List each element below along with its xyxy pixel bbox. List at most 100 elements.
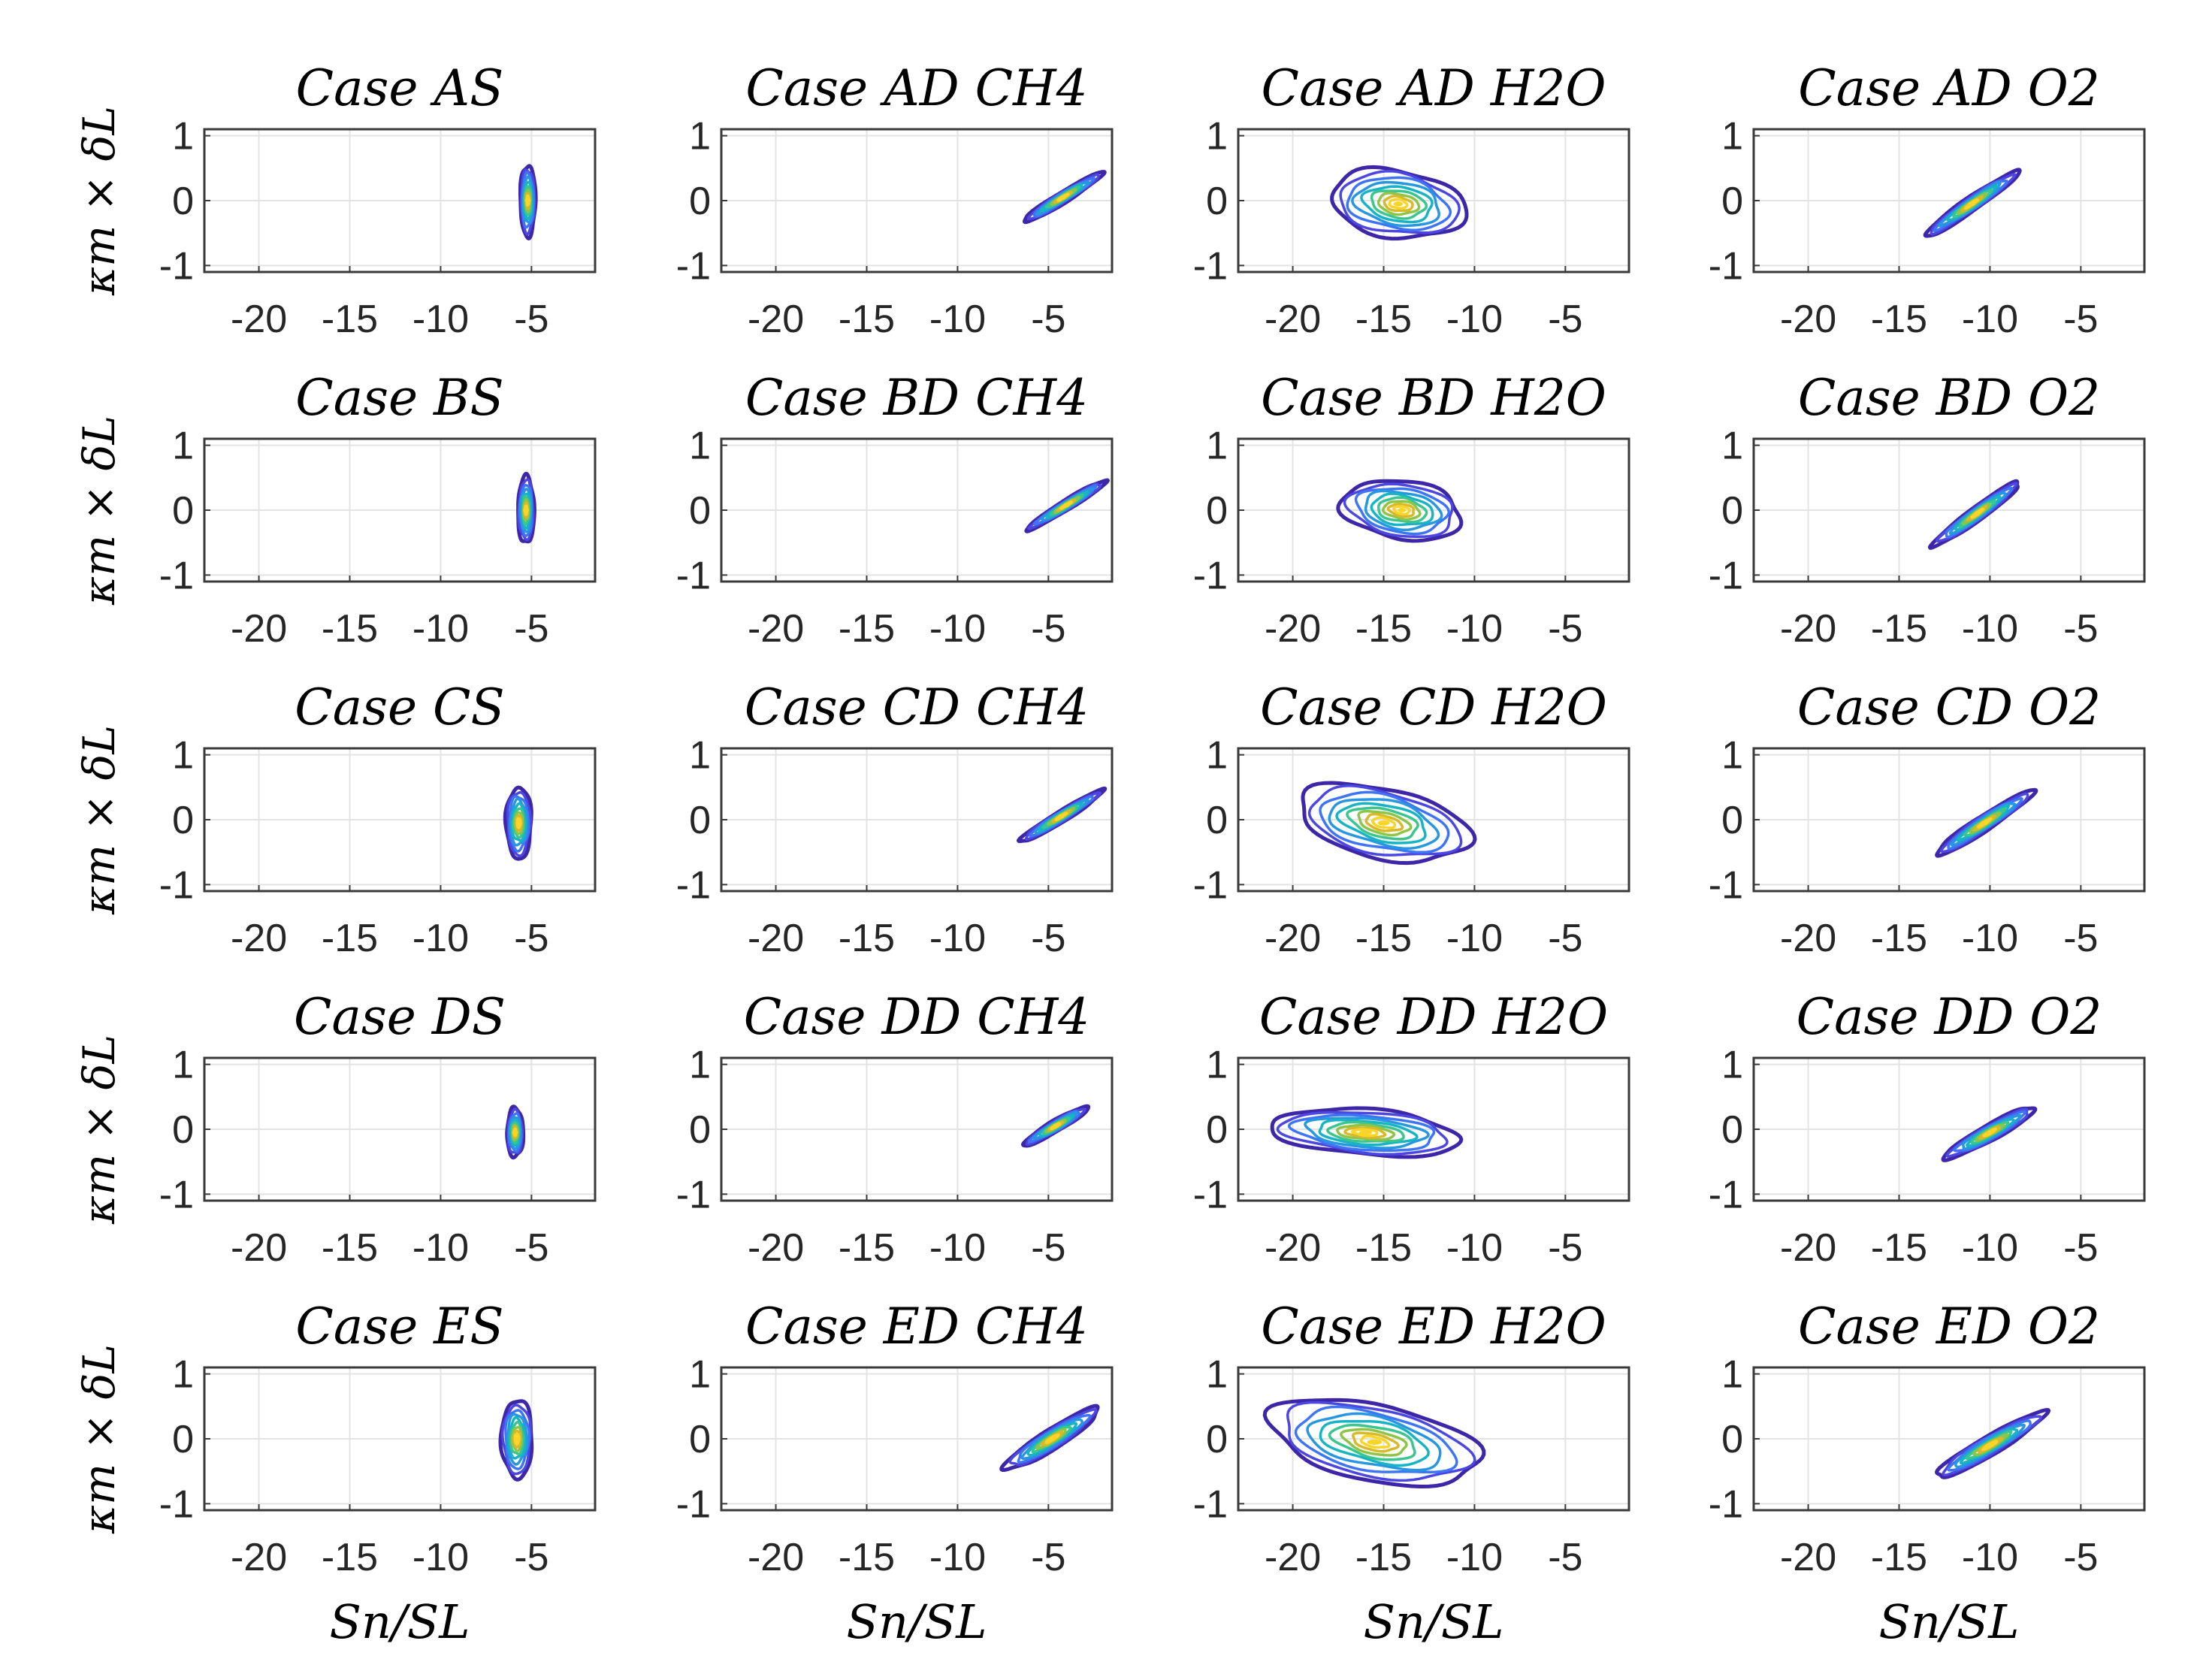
x-tick-label: -5 bbox=[2063, 607, 2098, 651]
contour-level bbox=[1056, 192, 1070, 202]
density-peak bbox=[524, 198, 531, 204]
y-axis-label: κm × δL bbox=[74, 1035, 125, 1225]
contour-level bbox=[1388, 198, 1409, 210]
y-tick-label: 0 bbox=[689, 1108, 711, 1152]
y-tick-label: 1 bbox=[1721, 425, 1743, 468]
density-peak bbox=[1063, 503, 1070, 508]
x-tick-label: -10 bbox=[1446, 917, 1503, 960]
contour-level bbox=[501, 1404, 532, 1476]
y-tick-label: 0 bbox=[1206, 1108, 1228, 1152]
subplot-title: Case DD H2O bbox=[1259, 988, 1608, 1046]
subplot: Case ED CH4 -20 -15 -10 -5 1 0 -1 Sn/SL bbox=[676, 1298, 1114, 1649]
x-tick-label: -20 bbox=[1265, 917, 1321, 960]
y-tick-label: 0 bbox=[689, 489, 711, 533]
y-tick-label: -1 bbox=[1193, 1173, 1228, 1216]
contour-level bbox=[510, 1425, 523, 1452]
contour-group bbox=[1927, 479, 2020, 550]
contour-level bbox=[1319, 790, 1450, 854]
y-tick-label: -1 bbox=[1709, 1482, 1743, 1526]
contour-level bbox=[506, 1413, 529, 1466]
subplot: Case ES -20 -15 -10 -5 1 0 -1 κm × δL Sn/SL bbox=[74, 1298, 597, 1649]
contour-level bbox=[1386, 502, 1415, 518]
y-tick-label: -1 bbox=[1193, 1482, 1228, 1526]
x-tick-label: -20 bbox=[1780, 298, 1836, 341]
x-tick-label: -15 bbox=[1871, 917, 1927, 960]
subplot: Case AD H2O -20 -15 -10 -5 1 0 -1 bbox=[1193, 59, 1630, 341]
subplot-title: Case CS bbox=[295, 678, 504, 736]
contour-level bbox=[1377, 496, 1428, 524]
contour-level bbox=[1381, 500, 1422, 521]
contour-level bbox=[1364, 489, 1443, 532]
x-tick-label: -15 bbox=[1871, 1536, 1927, 1579]
subplot: Case CD H2O -20 -15 -10 -5 1 0 -1 bbox=[1193, 678, 1630, 960]
contour-level bbox=[1354, 487, 1450, 536]
y-tick-label: 1 bbox=[172, 1353, 194, 1397]
subplot-title: Case CD CH4 bbox=[745, 678, 1089, 736]
contour-level bbox=[1351, 180, 1440, 228]
density-peak bbox=[1377, 820, 1390, 826]
x-tick-label: -5 bbox=[1031, 917, 1065, 960]
density-peak bbox=[1367, 1439, 1383, 1445]
y-tick-label: 1 bbox=[1206, 1044, 1228, 1087]
x-tick-label: -15 bbox=[1355, 607, 1412, 651]
contour-level bbox=[1346, 176, 1452, 231]
contour-level bbox=[506, 790, 532, 857]
contour-level bbox=[1008, 1408, 1098, 1467]
contour-level bbox=[1977, 817, 1993, 829]
subplot-title: Case BD H2O bbox=[1261, 369, 1606, 427]
density-peak bbox=[1058, 814, 1065, 819]
x-tick-label: -10 bbox=[413, 607, 469, 651]
x-tick-label: -10 bbox=[1962, 298, 2018, 341]
y-tick-label: 1 bbox=[172, 115, 194, 159]
x-tick-label: -15 bbox=[322, 1536, 378, 1579]
contour-level bbox=[498, 1399, 534, 1482]
x-axis-label: Sn/SL bbox=[1364, 1594, 1504, 1649]
density-peak bbox=[523, 507, 530, 513]
y-tick-label: 0 bbox=[1721, 799, 1743, 842]
subplot: Case BS -20 -15 -10 -5 1 0 -1 κm × δL bbox=[74, 369, 597, 651]
y-tick-label: 1 bbox=[689, 425, 711, 468]
y-tick-label: 1 bbox=[689, 115, 711, 159]
y-tick-label: 1 bbox=[1721, 1353, 1743, 1397]
x-tick-label: -20 bbox=[748, 298, 804, 341]
y-tick-label: 0 bbox=[172, 799, 194, 842]
x-tick-label: -20 bbox=[1780, 607, 1836, 651]
subplot: Case BD CH4 -20 -15 -10 -5 1 0 -1 bbox=[676, 369, 1114, 651]
contour-level bbox=[512, 1429, 521, 1449]
y-tick-label: 0 bbox=[1721, 1108, 1743, 1152]
density-peak bbox=[1358, 1130, 1373, 1135]
x-tick-label: -5 bbox=[1548, 1226, 1582, 1270]
contour-level bbox=[513, 811, 524, 835]
subplot: Case AD CH4 -20 -15 -10 -5 1 0 -1 bbox=[676, 59, 1114, 341]
x-tick-label: -15 bbox=[1355, 1536, 1412, 1579]
y-tick-label: 1 bbox=[1206, 734, 1228, 778]
contour-group bbox=[1024, 478, 1110, 533]
contour-level bbox=[1328, 798, 1440, 851]
x-tick-label: -20 bbox=[1780, 1536, 1836, 1579]
subplot: Case ED H2O -20 -15 -10 -5 1 0 -1 Sn/SL bbox=[1193, 1298, 1630, 1649]
y-tick-label: 1 bbox=[1721, 1044, 1743, 1087]
contour-group bbox=[516, 471, 536, 544]
contour-group bbox=[1923, 168, 2022, 238]
subplot-title: Case BD O2 bbox=[1798, 369, 2100, 427]
density-peak bbox=[1398, 508, 1407, 512]
contour-level bbox=[1307, 784, 1463, 857]
y-tick-label: -1 bbox=[159, 244, 194, 288]
y-tick-label: 1 bbox=[1721, 734, 1743, 778]
x-tick-label: -5 bbox=[514, 917, 548, 960]
x-tick-label: -5 bbox=[514, 607, 548, 651]
y-tick-label: -1 bbox=[159, 863, 194, 907]
y-tick-label: -1 bbox=[1193, 244, 1228, 288]
x-tick-label: -10 bbox=[929, 1536, 986, 1579]
x-tick-label: -10 bbox=[929, 917, 986, 960]
x-tick-label: -15 bbox=[1871, 607, 1927, 651]
y-tick-label: -1 bbox=[1193, 863, 1228, 907]
y-tick-label: -1 bbox=[1709, 863, 1743, 907]
x-tick-label: -5 bbox=[2063, 1536, 2098, 1579]
x-tick-label: -20 bbox=[748, 607, 804, 651]
x-tick-label: -5 bbox=[1031, 1226, 1065, 1270]
y-tick-label: -1 bbox=[1709, 1173, 1743, 1216]
y-tick-label: -1 bbox=[159, 1173, 194, 1216]
contour-level bbox=[1031, 1425, 1072, 1454]
x-tick-label: -20 bbox=[1265, 1536, 1321, 1579]
